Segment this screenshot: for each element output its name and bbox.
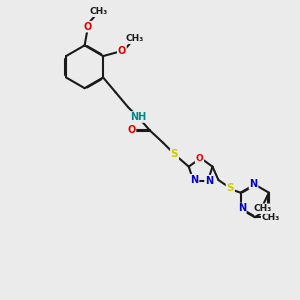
Text: O: O <box>127 125 136 135</box>
Text: N: N <box>205 176 213 186</box>
Text: O: O <box>196 154 203 163</box>
Text: S: S <box>171 149 178 159</box>
Text: S: S <box>226 183 234 193</box>
Text: CH₃: CH₃ <box>254 204 272 213</box>
Text: N: N <box>190 175 199 185</box>
Text: N: N <box>238 203 246 213</box>
Text: N: N <box>250 179 258 189</box>
Text: CH₃: CH₃ <box>90 7 108 16</box>
Text: CH₃: CH₃ <box>125 34 143 43</box>
Text: NH: NH <box>130 112 146 122</box>
Text: O: O <box>118 46 126 56</box>
Text: CH₃: CH₃ <box>262 213 280 222</box>
Text: O: O <box>83 22 92 32</box>
